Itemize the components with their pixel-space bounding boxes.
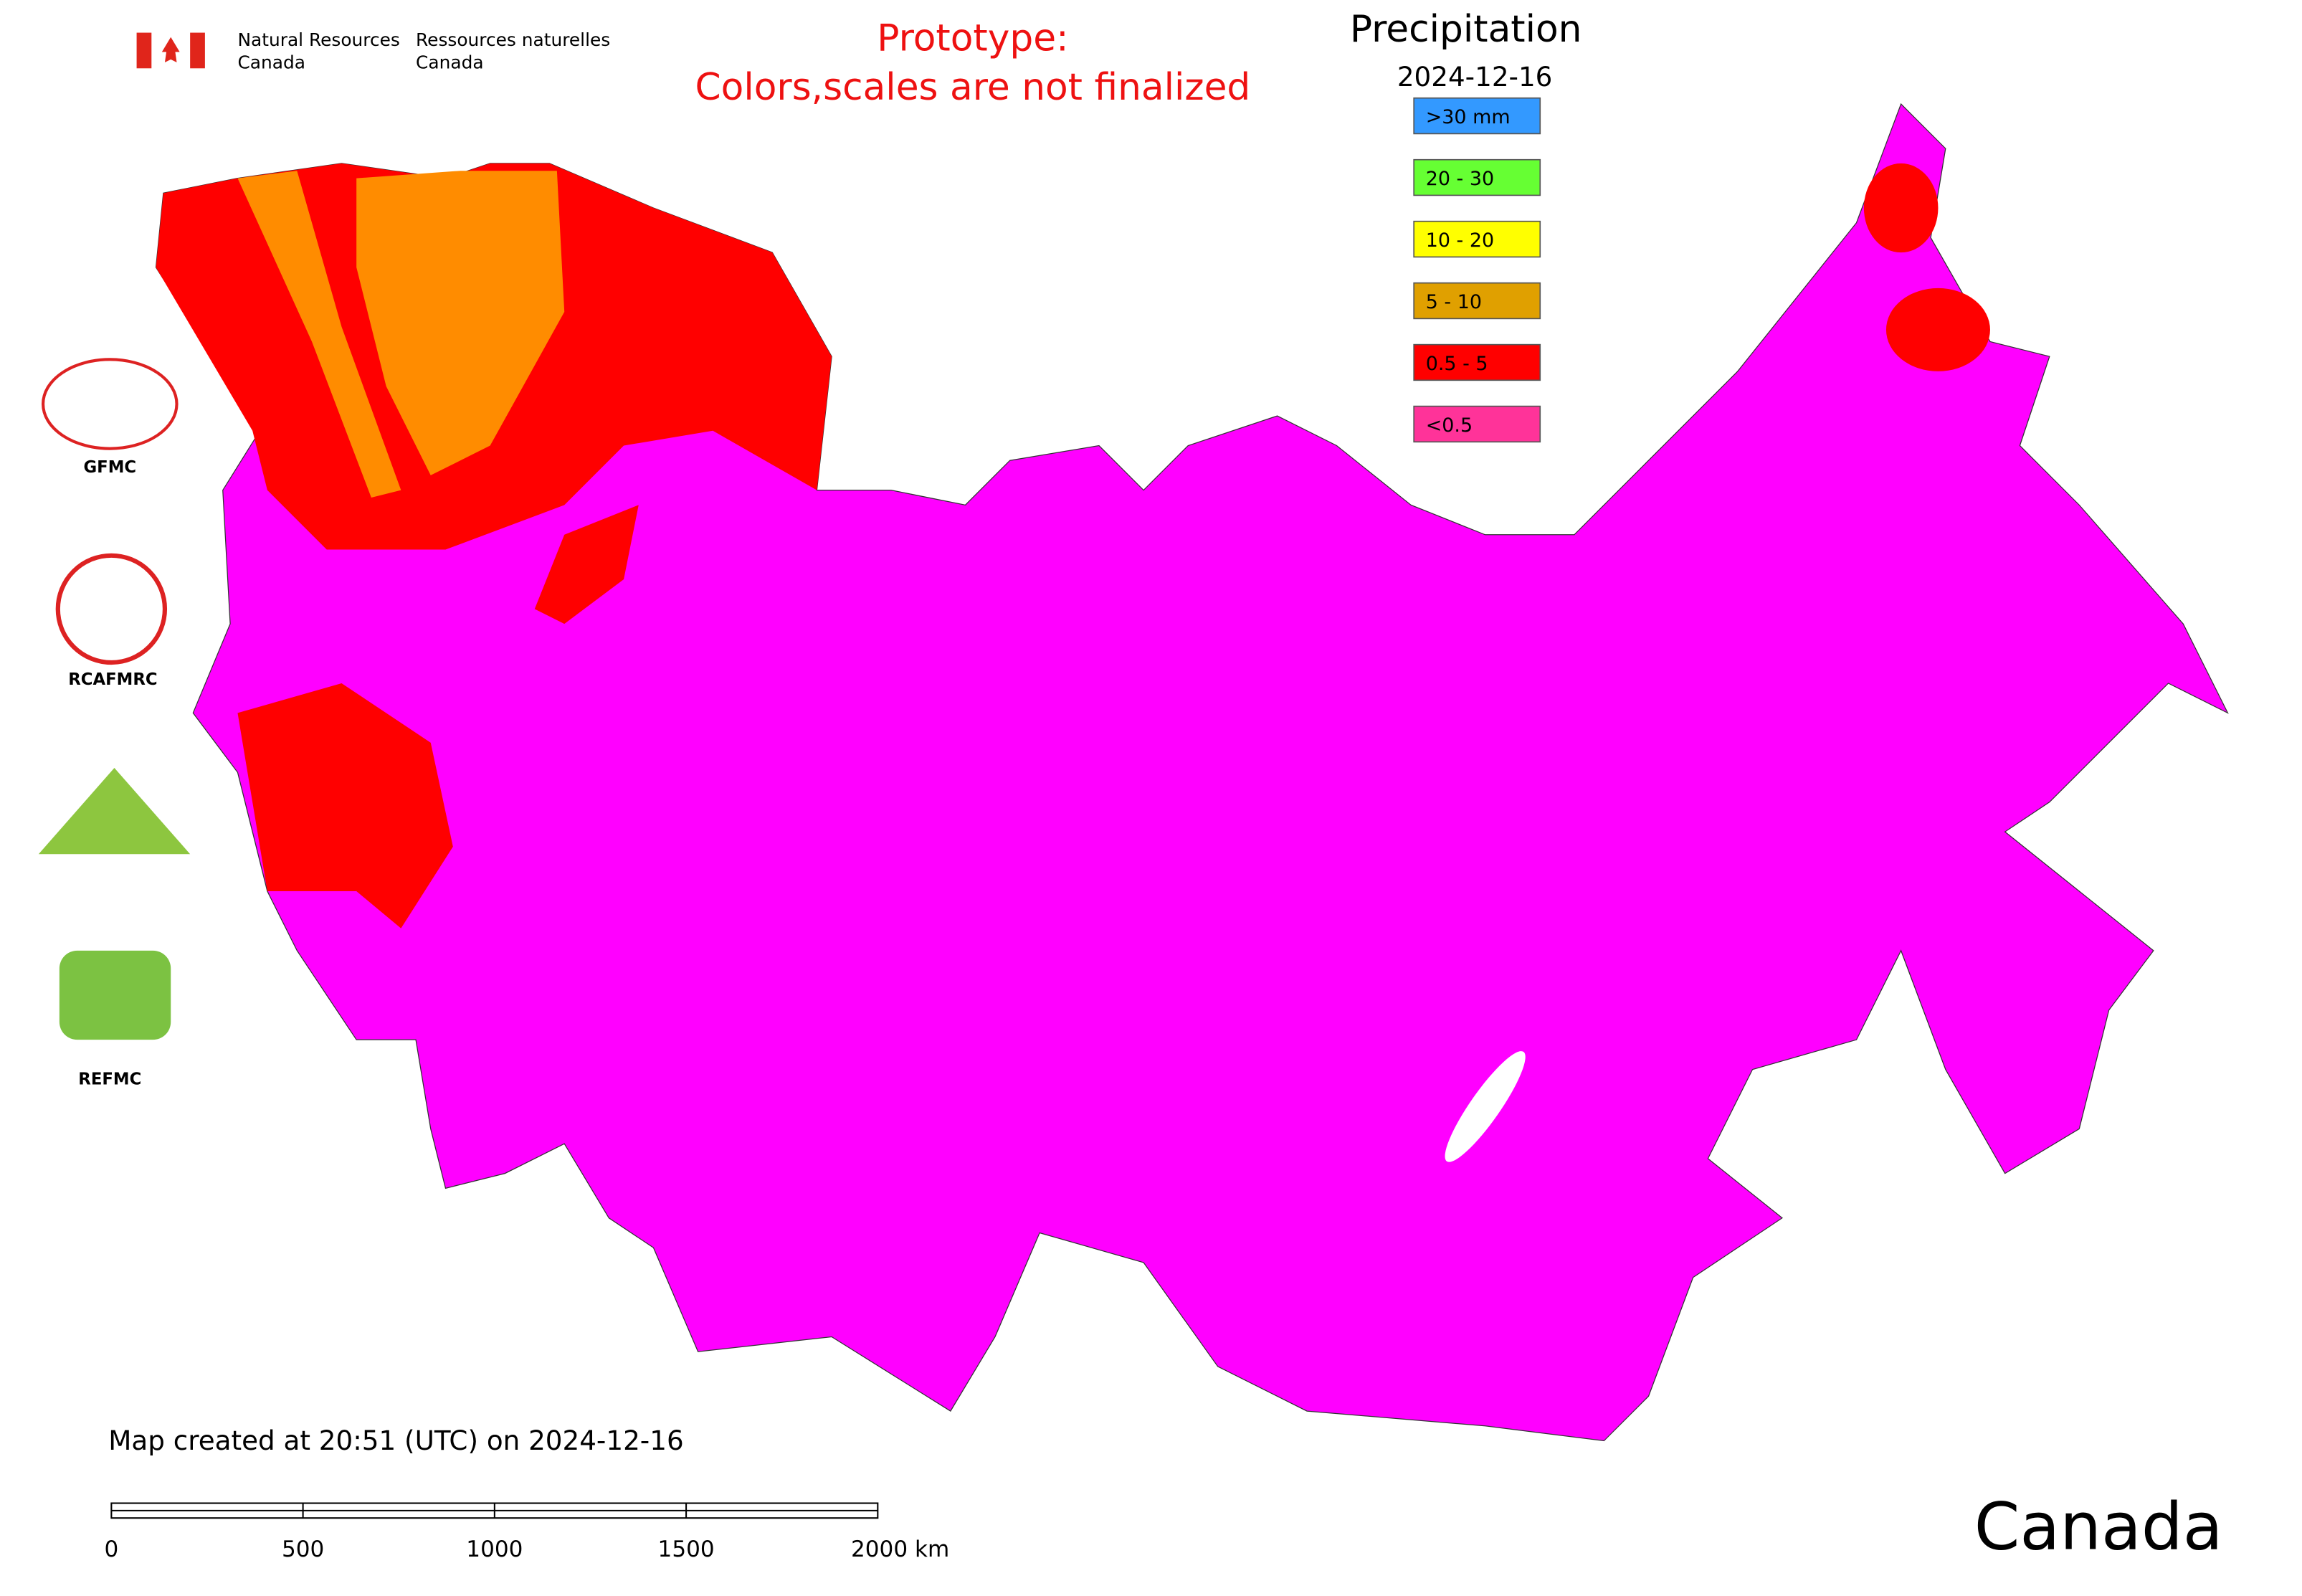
legend-label: 5 - 10 [1426,291,1482,313]
legend-label: <0.5 [1426,414,1473,437]
legend-swatch [1413,158,1541,196]
scale-label: 2000 km [851,1536,949,1562]
created-note: Map created at 20:51 (UTC) on 2024-12-16 [108,1425,683,1456]
russia-land [155,103,2229,1442]
logo-label: REFMC [78,1070,141,1088]
scale-bar [110,1502,879,1519]
lake-baikal [1445,1051,1526,1162]
scale-label: 1000 [466,1536,523,1562]
logos [38,358,191,1040]
nrcan-en: Natural Resources [237,29,399,50]
nrcan-fr: Ressources naturelles [416,29,610,50]
precip-red-east [1885,288,1990,371]
legend-label: 10 - 20 [1426,229,1494,252]
legend-date: 2024-12-16 [1397,61,1553,92]
legend-swatch [1413,405,1541,443]
legend-label: 20 - 30 [1426,168,1494,190]
scale-label: 1500 [658,1536,715,1562]
nrcan-en: Canada [237,52,305,72]
legend-swatch [1413,220,1541,258]
precip-red-center [534,505,639,624]
legend-label: 0.5 - 5 [1426,353,1488,375]
scale-label: 0 [104,1536,118,1562]
precip-red-east-2 [1863,163,1939,253]
legend-title: Precipitation [1350,8,1582,51]
legend-swatch [1413,343,1541,381]
precip-orange [237,171,401,498]
notice: Colors,scales are not finalized [695,66,1251,109]
scale-label: 500 [282,1536,324,1562]
logo-label: GFMC [83,458,136,477]
canada-flag [136,32,205,69]
legend-label: >30 mm [1426,106,1511,128]
legend-swatch [1413,282,1541,320]
canada-wordmark: Canada [1974,1489,2223,1565]
nrcan-fr: Canada [416,52,484,72]
precip-red-south [237,683,453,928]
notice: Prototype: [877,16,1068,60]
legend-swatch [1413,97,1541,135]
precip-orange-2 [356,171,565,475]
logo-label: RCAFMRC [68,670,157,689]
